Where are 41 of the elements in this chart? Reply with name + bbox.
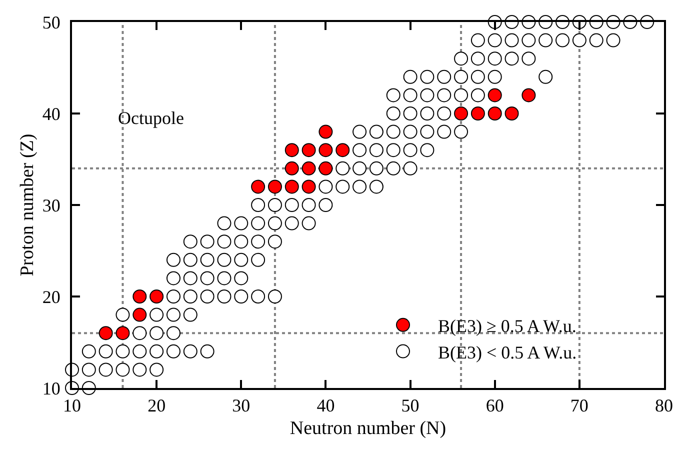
- x-tick-label: 50: [401, 396, 420, 416]
- x-tick-label: 10: [63, 396, 81, 416]
- point: [488, 106, 502, 120]
- x-tick-label: 60: [486, 396, 504, 416]
- point: [150, 290, 164, 304]
- point: [336, 143, 350, 158]
- point: [318, 124, 333, 139]
- y-tick-label: 50: [42, 12, 60, 32]
- point: [98, 326, 113, 340]
- x-axis-title: Neutron number (N): [290, 418, 446, 439]
- y-tick-label: 20: [42, 286, 60, 307]
- point: [454, 106, 468, 120]
- point: [504, 106, 519, 120]
- point: [470, 106, 485, 120]
- x-tick-label: 30: [232, 396, 250, 416]
- point: [132, 290, 147, 304]
- point: [284, 180, 299, 194]
- y-tick-label: 10: [42, 378, 60, 398]
- point: [302, 180, 316, 194]
- point: [488, 88, 502, 102]
- annotation: Octupole: [118, 108, 184, 128]
- point: [116, 326, 130, 340]
- legend-label: B(E3) ≥ 0.5 A W.u.: [438, 316, 576, 336]
- x-tick-label: 40: [316, 396, 335, 416]
- x-tick-label: 20: [148, 396, 166, 416]
- point: [522, 88, 536, 102]
- point: [302, 161, 316, 176]
- y-tick-label: 30: [42, 195, 60, 216]
- point: [251, 180, 266, 194]
- y-axis-title: Proton number (Z): [16, 134, 38, 276]
- x-tick-label: 70: [570, 396, 588, 416]
- y-tick-label: 40: [42, 104, 60, 124]
- point: [268, 180, 282, 194]
- point: [284, 143, 299, 158]
- x-tick-label: 80: [655, 396, 673, 416]
- point: [132, 308, 147, 322]
- point: [302, 143, 316, 158]
- point: [318, 143, 333, 158]
- point: [318, 161, 333, 176]
- legend-label: B(E3) < 0.5 A W.u.: [438, 342, 577, 362]
- point: [284, 161, 299, 176]
